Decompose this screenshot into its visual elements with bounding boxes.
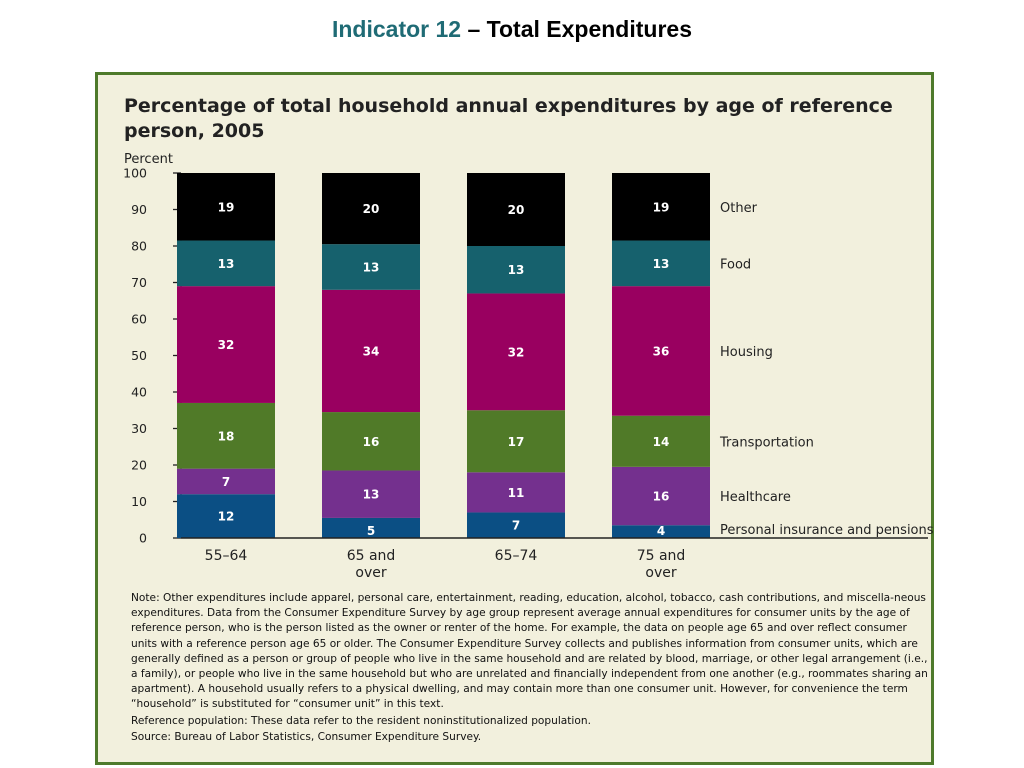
x-category-label: 55–64: [205, 548, 248, 564]
bar-segment: [612, 173, 710, 241]
legend-label: Personal insurance and pensions: [720, 523, 934, 538]
y-tick-label: 0: [139, 531, 147, 546]
bar-segment: [322, 517, 420, 538]
slide-title-indicator: Indicator 12: [331, 16, 462, 42]
bar-segment: [612, 240, 710, 287]
data-label: 13: [653, 257, 670, 271]
bar-segment: [612, 415, 710, 467]
bar-segment: [322, 244, 420, 290]
x-category-label: 65–74: [495, 548, 538, 564]
data-label: 7: [222, 475, 230, 489]
slide-title: Indicator 12 – Total Expenditures: [0, 16, 1024, 43]
y-tick-label: 10: [131, 494, 147, 509]
chart-title-line1: Percentage of total household annual exp…: [124, 95, 893, 117]
bar-segment: [177, 468, 275, 495]
legend-label: Food: [720, 257, 751, 272]
data-label: 13: [218, 257, 235, 271]
bar-segment: [612, 286, 710, 416]
data-label: 36: [653, 344, 670, 358]
bar-segment: [322, 470, 420, 518]
bar-segment: [612, 466, 710, 526]
chart-notes: Note: Other expenditures include apparel…: [131, 591, 931, 745]
data-label: 32: [508, 345, 525, 359]
data-label: 4: [657, 524, 665, 538]
data-label: 19: [653, 200, 670, 214]
bar-segment: [322, 412, 420, 471]
y-tick-label: 30: [131, 421, 147, 436]
y-tick-label: 80: [131, 239, 147, 254]
bar-segment: [322, 173, 420, 245]
y-tick-label: 70: [131, 275, 147, 290]
bar-segment: [177, 173, 275, 241]
y-tick-label: 20: [131, 458, 147, 473]
bar-segment: [467, 246, 565, 294]
chart-title-line2: person, 2005: [124, 120, 264, 142]
y-axis-label: Percent: [124, 152, 173, 167]
reference-population-text: Reference population: These data refer t…: [131, 714, 591, 727]
bar-segment: [467, 472, 565, 513]
x-category-label: over: [355, 565, 386, 581]
x-category-label: over: [645, 565, 676, 581]
data-label: 14: [653, 435, 670, 449]
data-label: 5: [367, 524, 375, 538]
data-label: 20: [508, 203, 525, 217]
y-tick-label: 50: [131, 348, 147, 363]
bar-segment: [177, 402, 275, 469]
legend-label: Housing: [720, 345, 773, 360]
y-tick-label: 60: [131, 312, 147, 327]
y-tick-label: 100: [123, 166, 147, 181]
data-label: 12: [218, 510, 235, 524]
data-label: 13: [363, 260, 380, 274]
plot-area: 0 10 20 30 40 50 60 70 80 90 100 12 5 7 4 7 13 11 16 18 16 17…: [123, 166, 934, 582]
data-label: 20: [363, 202, 380, 216]
y-tick-label: 40: [131, 385, 147, 400]
bar-segment: [467, 410, 565, 473]
y-tick-label: 90: [131, 202, 147, 217]
data-label: 19: [218, 200, 235, 214]
data-label: 18: [218, 429, 235, 443]
data-label: 32: [218, 338, 235, 352]
bar-segment: [177, 240, 275, 287]
legend-label: Healthcare: [720, 490, 791, 505]
bar-segment: [467, 173, 565, 246]
x-category-label: 65 and: [347, 548, 396, 564]
data-label: 34: [363, 344, 380, 358]
bar-segment: [177, 494, 275, 538]
bar-segment: [467, 293, 565, 411]
bar-segment: [177, 286, 275, 403]
bar-segment: [322, 289, 420, 413]
data-label: 13: [363, 488, 380, 502]
legend-label: Transportation: [719, 435, 814, 450]
bar-segment: [612, 525, 710, 538]
x-category-label: 75 and: [637, 548, 686, 564]
note-text: Note: Other expenditures include apparel…: [131, 592, 928, 711]
data-label: 13: [508, 263, 525, 277]
slide-title-rest: – Total Expenditures: [461, 16, 692, 42]
data-label: 16: [363, 435, 380, 449]
data-label: 16: [653, 490, 670, 504]
bar-segment: [467, 512, 565, 538]
data-label: 7: [512, 519, 520, 533]
legend-label: Other: [720, 201, 758, 216]
data-label: 11: [508, 486, 525, 500]
source-text: Source: Bureau of Labor Statistics, Cons…: [131, 730, 482, 743]
data-label: 17: [508, 435, 525, 449]
